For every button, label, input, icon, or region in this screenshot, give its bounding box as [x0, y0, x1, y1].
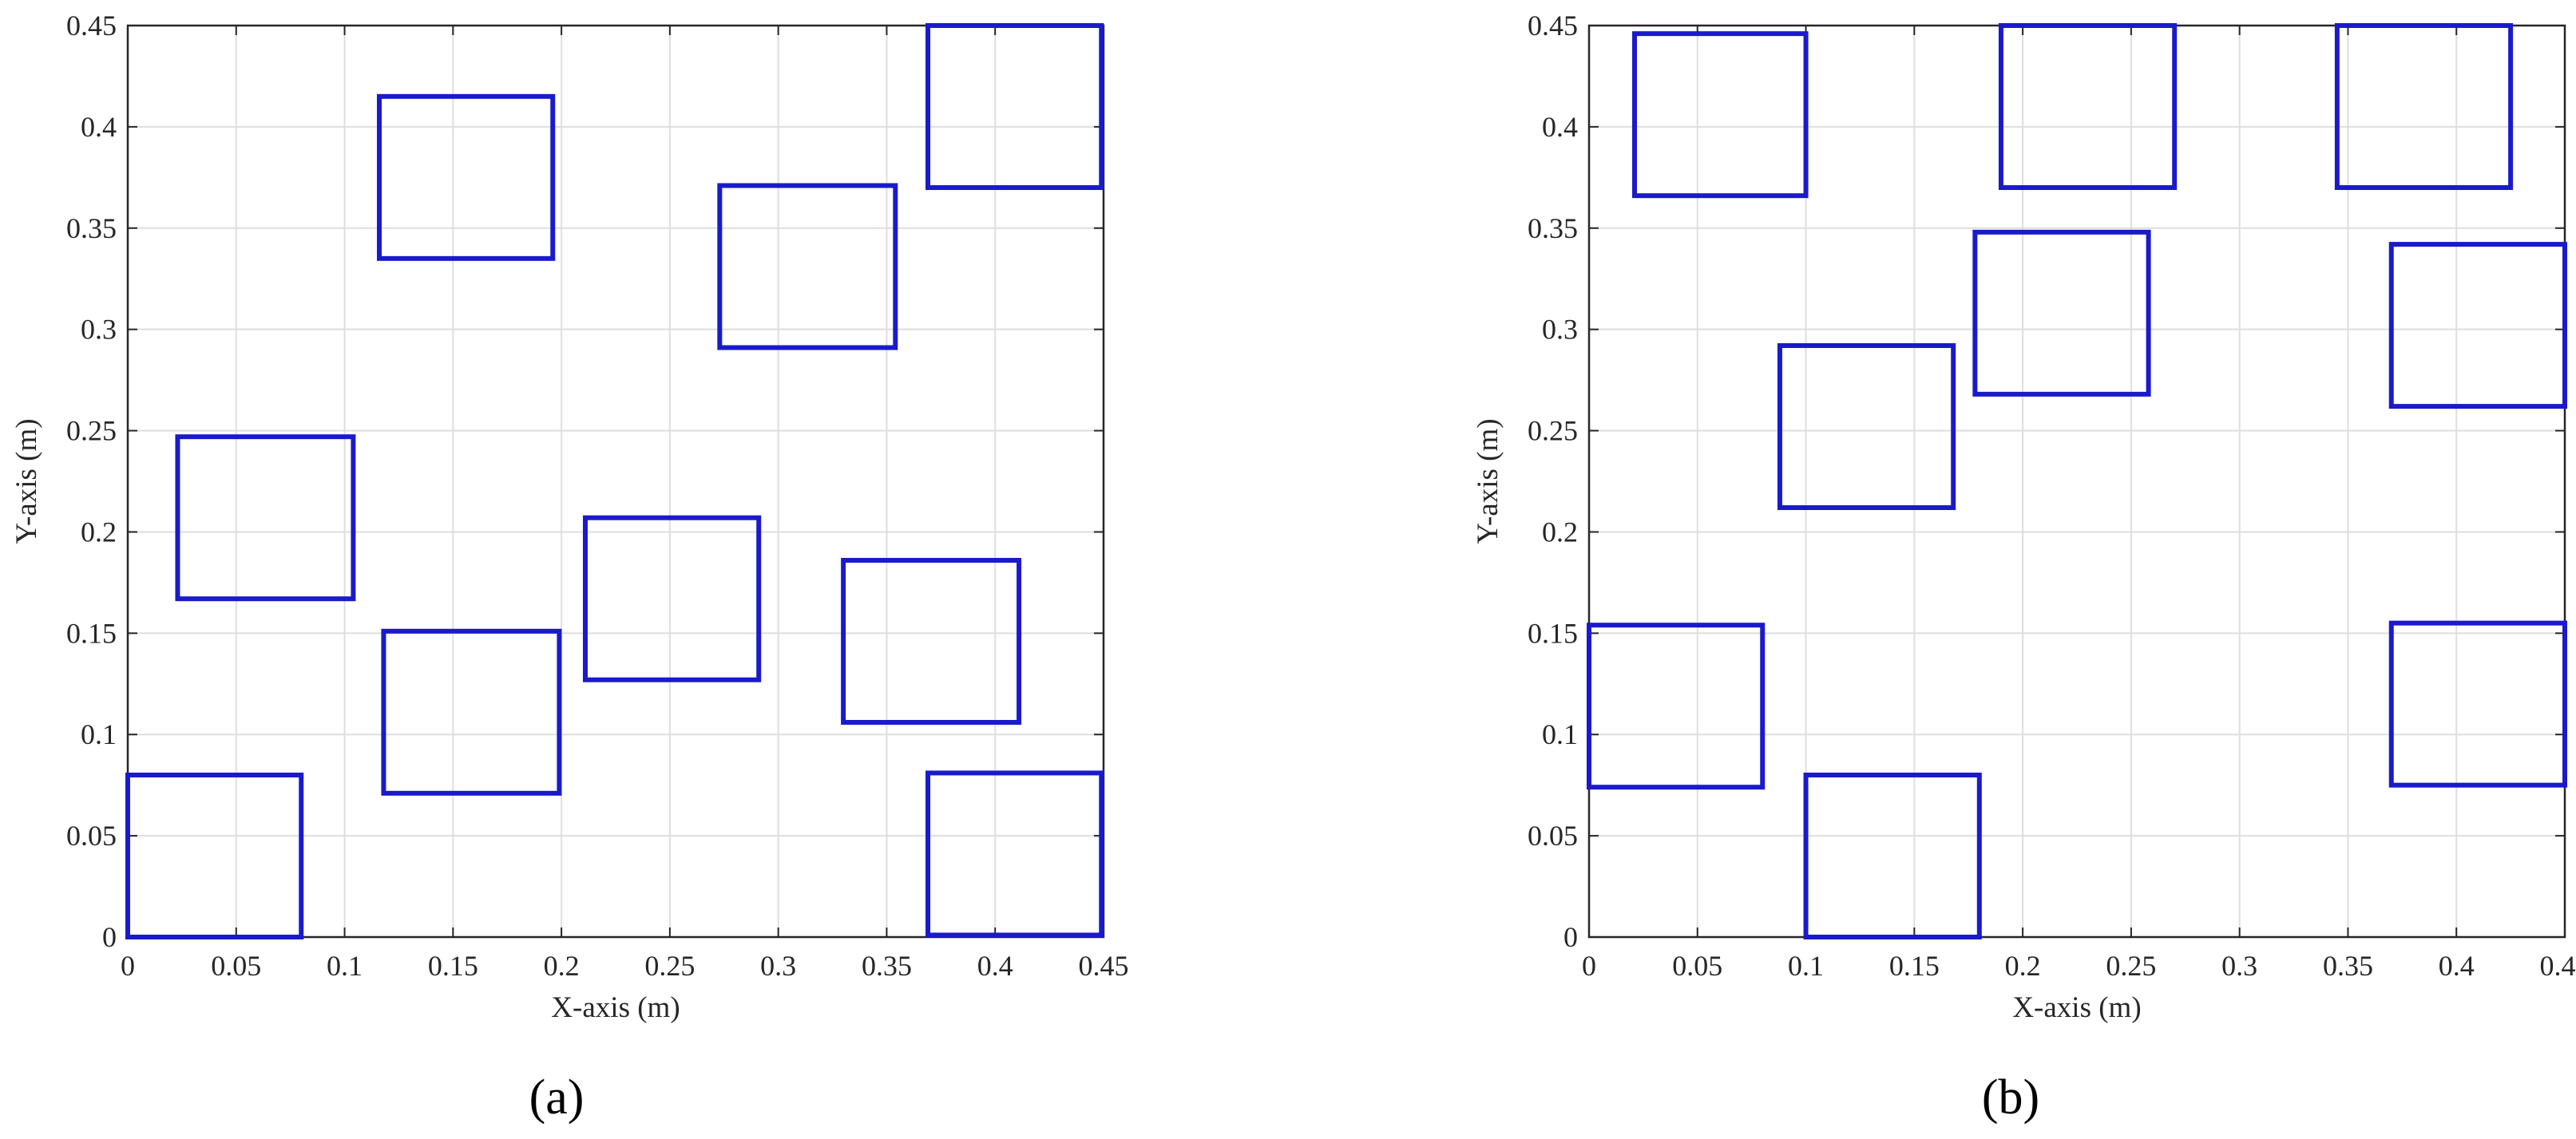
obstacle-rect [377, 93, 556, 261]
y-tick-label: 0.25 [66, 415, 117, 447]
y-tick-label: 0.4 [81, 111, 117, 143]
obstacle-rect [2388, 620, 2568, 788]
obstacle-rect [841, 557, 1022, 725]
obstacle-rect [1972, 229, 2151, 397]
obstacle-rect [2334, 23, 2514, 191]
panel-caption: (a) [529, 1070, 585, 1125]
x-tick-label: 0.35 [862, 950, 912, 982]
y-tick-label: 0.3 [81, 314, 117, 346]
y-axis-label: Y-axis (m) [10, 418, 43, 544]
y-tick-label: 0.25 [1528, 415, 1578, 447]
x-tick-label: 0.15 [1889, 950, 1940, 982]
obstacle-rect [925, 23, 1104, 191]
obstacle-rect [175, 434, 356, 602]
axes-box [1587, 24, 2566, 939]
x-tick-label: 0.05 [211, 950, 261, 982]
y-tick-label: 0.1 [1542, 718, 1578, 750]
obstacle-rect [582, 515, 762, 682]
x-tick-label: 0.3 [760, 950, 796, 982]
x-tick-label: 0.45 [2540, 950, 2576, 982]
panel-a: 0 0.05 0.1 0.15 0.2 0.25 0.3 0.35 0.4 0.45 0 0.05 0.… [10, 10, 1129, 1125]
obstacle-rect [717, 183, 898, 350]
obstacle-rect [1632, 31, 1809, 199]
obstacle-rect [925, 770, 1104, 938]
y-tick-label: 0.15 [66, 617, 117, 649]
obstacle-rect [1803, 772, 1982, 939]
x-tick-label: 0.15 [428, 950, 478, 982]
x-tick-label: 0.1 [1788, 950, 1824, 982]
y-tick-label: 0.15 [1528, 617, 1578, 649]
x-tick-label: 0.2 [544, 950, 580, 982]
y-tick-label: 0.2 [1542, 516, 1578, 548]
panel-b: 0 0.05 0.1 0.15 0.2 0.25 0.3 0.35 0.4 0.45 0 0.05 0.… [1472, 10, 2576, 1125]
y-tick-label: 0.35 [66, 212, 117, 244]
y-tick-label: 0.05 [1528, 820, 1578, 852]
x-tick-label: 0.3 [2221, 950, 2257, 982]
panel-caption: (b) [1982, 1070, 2039, 1125]
obstacle-rect [125, 772, 304, 939]
obstacle-rect [1777, 342, 1956, 510]
x-tick-label: 0.1 [327, 950, 363, 982]
x-tick-label: 0.05 [1672, 950, 1722, 982]
obstacle-rect [1587, 623, 1766, 790]
x-tick-label: 0.4 [2439, 950, 2475, 982]
y-tick-label: 0.45 [66, 10, 117, 42]
x-tick-label: 0.25 [644, 950, 695, 982]
obstacle-rect [1998, 23, 2178, 191]
y-tick-label: 0.35 [1528, 212, 1578, 244]
y-tick-label: 0.2 [81, 516, 117, 548]
obstacle-rect [381, 628, 562, 796]
y-tick-label: 0.3 [1542, 314, 1578, 346]
axes-box [126, 24, 1105, 939]
x-tick-label: 0.35 [2323, 950, 2373, 982]
y-tick-label: 0 [102, 921, 117, 953]
x-tick-label: 0.45 [1079, 950, 1129, 982]
y-tick-label: 0 [1563, 921, 1578, 953]
y-axis-label: Y-axis (m) [1472, 418, 1504, 544]
x-tick-label: 0 [121, 950, 135, 982]
x-tick-label: 0.2 [2005, 950, 2041, 982]
y-tick-label: 0.45 [1528, 10, 1578, 42]
x-axis-label: X-axis (m) [2012, 991, 2141, 1024]
x-axis-label: X-axis (m) [551, 991, 680, 1024]
x-tick-label: 0.25 [2106, 950, 2156, 982]
obstacle-rect [2388, 242, 2568, 409]
y-tick-label: 0.05 [66, 820, 117, 852]
x-tick-label: 0.4 [977, 950, 1013, 982]
x-tick-label: 0 [1582, 950, 1596, 982]
y-tick-label: 0.4 [1542, 111, 1578, 143]
y-tick-label: 0.1 [81, 718, 117, 750]
